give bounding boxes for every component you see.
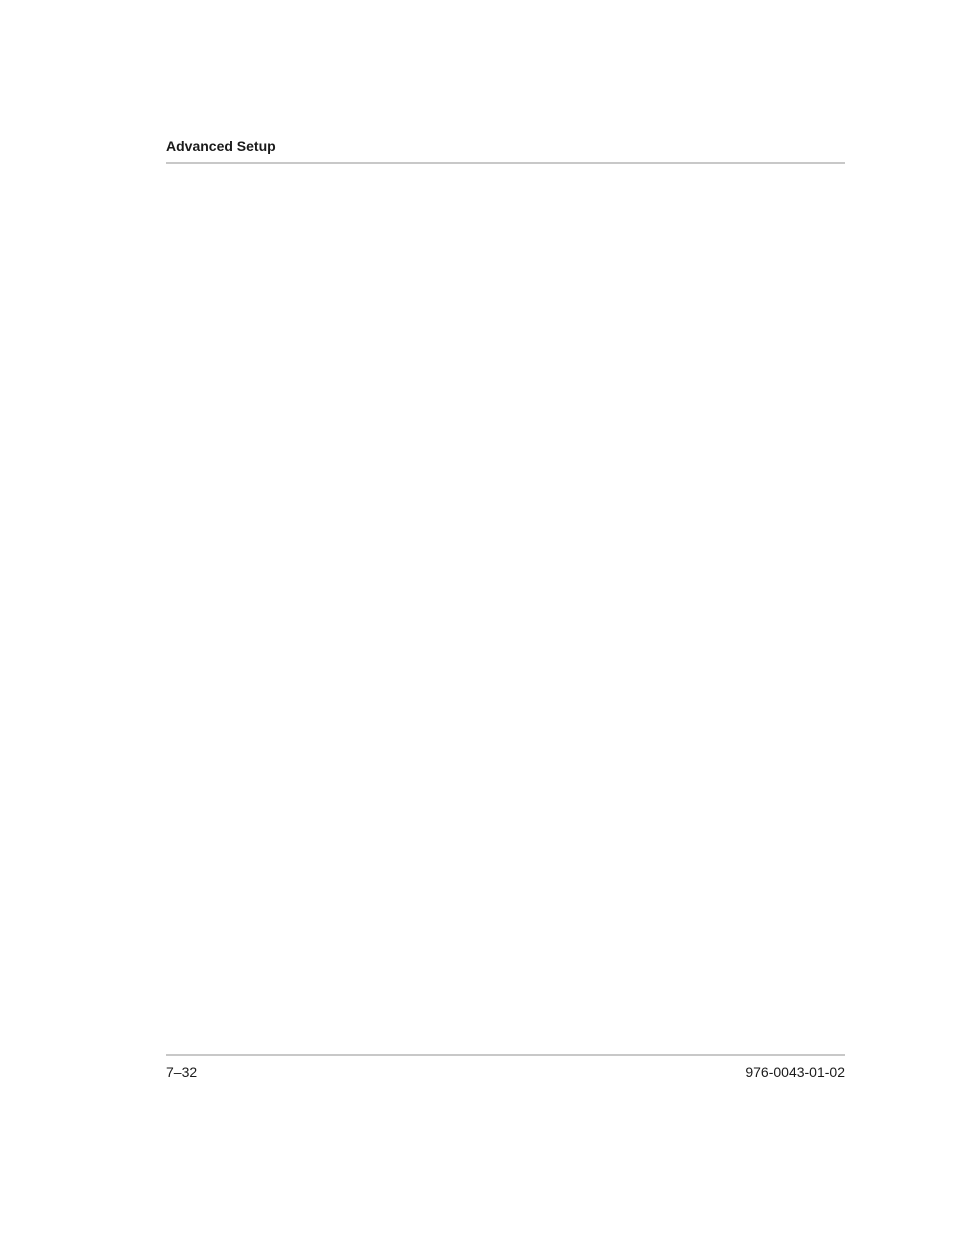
page-header: Advanced Setup	[166, 138, 845, 164]
page-number: 7–32	[166, 1064, 197, 1080]
page-footer: 7–32 976-0043-01-02	[166, 1054, 845, 1080]
footer-content: 7–32 976-0043-01-02	[166, 1064, 845, 1080]
header-divider	[166, 162, 845, 164]
document-number: 976-0043-01-02	[745, 1064, 845, 1080]
document-page: Advanced Setup 7–32 976-0043-01-02	[0, 0, 954, 1235]
footer-divider	[166, 1054, 845, 1056]
section-title: Advanced Setup	[166, 138, 845, 162]
